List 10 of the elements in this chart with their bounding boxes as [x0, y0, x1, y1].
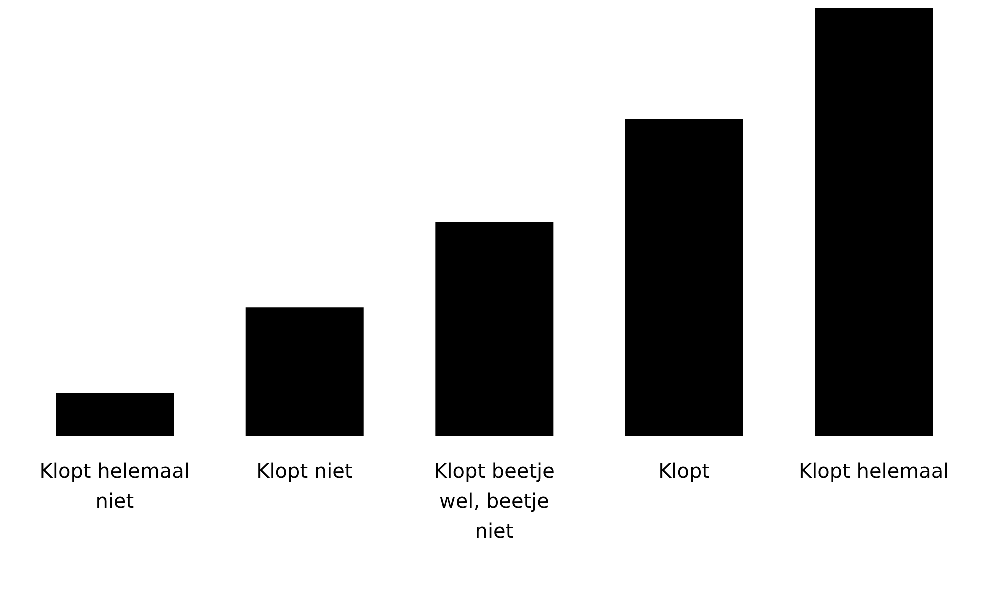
x-tick-label: Klopt helemaal niet: [40, 459, 190, 513]
x-tick-label: Klopt beetje wel, beetje niet: [434, 459, 555, 543]
bar: [625, 119, 744, 436]
bar: [815, 8, 934, 436]
bar: [436, 222, 554, 436]
bar: [246, 308, 364, 436]
x-tick-label: Klopt helemaal: [799, 459, 950, 483]
x-tick-label: Klopt niet: [256, 459, 353, 483]
x-tick-label: Klopt: [658, 459, 710, 483]
bar: [56, 393, 174, 436]
